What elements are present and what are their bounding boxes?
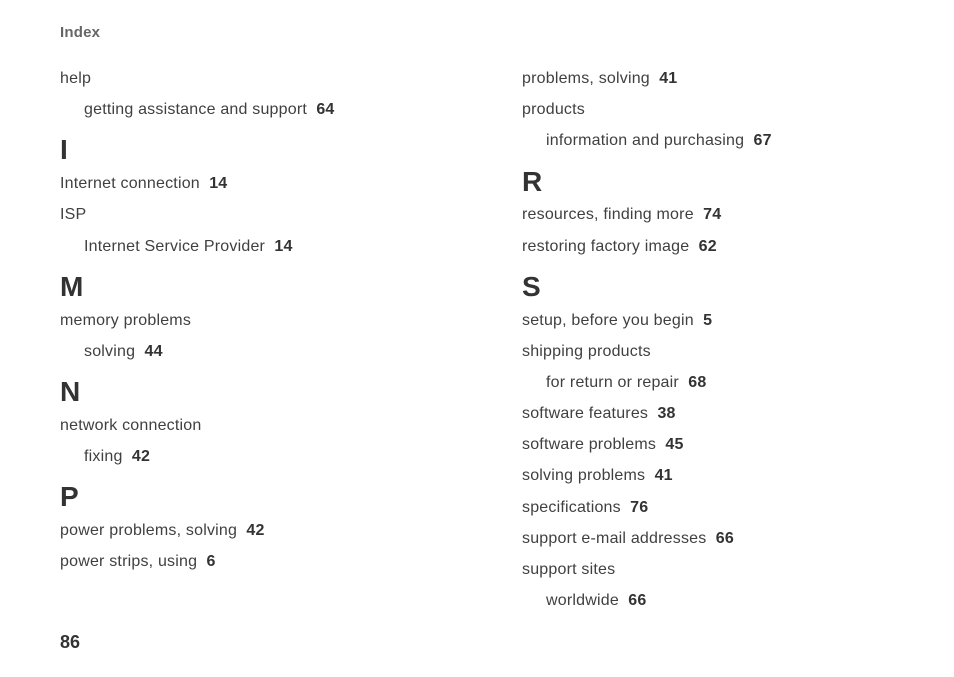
entry-network-connection: network connection <box>60 414 432 437</box>
entry-page: 66 <box>716 530 734 547</box>
entry-support-email: support e-mail addresses 66 <box>522 527 894 550</box>
entry-page: 74 <box>703 206 721 223</box>
entry-page: 68 <box>688 374 706 391</box>
letter-M: M <box>60 272 432 303</box>
entry-label: power strips, using <box>60 553 197 570</box>
entry-label: for return or repair <box>546 374 679 391</box>
entry-memory-sub: solving 44 <box>84 340 432 363</box>
index-columns: help getting assistance and support 64 I… <box>60 67 894 620</box>
entry-software-features: software features 38 <box>522 402 894 425</box>
entry-support-sites: support sites <box>522 558 894 581</box>
entry-page: 41 <box>655 467 673 484</box>
entry-label: support e-mail addresses <box>522 530 706 547</box>
entry-problems-solving: problems, solving 41 <box>522 67 894 90</box>
entry-power-problems: power problems, solving 42 <box>60 519 432 542</box>
left-column: help getting assistance and support 64 I… <box>60 67 432 620</box>
entry-label: worldwide <box>546 592 619 609</box>
entry-setup: setup, before you begin 5 <box>522 309 894 332</box>
entry-help-sub: getting assistance and support 64 <box>84 98 432 121</box>
entry-isp-sub: Internet Service Provider 14 <box>84 235 432 258</box>
entry-shipping: shipping products <box>522 340 894 363</box>
entry-label: software features <box>522 405 648 422</box>
index-page: Index help getting assistance and suppor… <box>0 0 954 677</box>
page-header: Index <box>60 24 894 41</box>
entry-power-strips: power strips, using 6 <box>60 550 432 573</box>
entry-label: products <box>522 101 585 118</box>
entry-page: 42 <box>246 522 264 539</box>
entry-page: 64 <box>316 101 334 118</box>
letter-P: P <box>60 482 432 513</box>
page-number: 86 <box>60 632 80 653</box>
entry-page: 14 <box>274 238 292 255</box>
entry-label: information and purchasing <box>546 132 744 149</box>
entry-label: Internet Service Provider <box>84 238 265 255</box>
entry-label: memory problems <box>60 312 191 329</box>
entry-page: 62 <box>699 238 717 255</box>
entry-help: help <box>60 67 432 90</box>
entry-page: 38 <box>657 405 675 422</box>
letter-I: I <box>60 135 432 166</box>
entry-label: setup, before you begin <box>522 312 694 329</box>
entry-label: getting assistance and support <box>84 101 307 118</box>
entry-internet-connection: Internet connection 14 <box>60 172 432 195</box>
entry-label: software problems <box>522 436 656 453</box>
entry-label: network connection <box>60 417 201 434</box>
entry-products-sub: information and purchasing 67 <box>546 129 894 152</box>
entry-page: 67 <box>754 132 772 149</box>
entry-shipping-sub: for return or repair 68 <box>546 371 894 394</box>
letter-R: R <box>522 167 894 198</box>
entry-label: fixing <box>84 448 123 465</box>
entry-page: 6 <box>207 553 216 570</box>
entry-products: products <box>522 98 894 121</box>
entry-solving-problems: solving problems 41 <box>522 464 894 487</box>
entry-support-sites-sub: worldwide 66 <box>546 589 894 612</box>
entry-page: 41 <box>659 70 677 87</box>
entry-page: 66 <box>628 592 646 609</box>
entry-page: 76 <box>630 499 648 516</box>
entry-label: specifications <box>522 499 621 516</box>
entry-page: 14 <box>209 175 227 192</box>
entry-label: power problems, solving <box>60 522 237 539</box>
entry-label: help <box>60 70 91 87</box>
letter-S: S <box>522 272 894 303</box>
entry-page: 42 <box>132 448 150 465</box>
entry-network-sub: fixing 42 <box>84 445 432 468</box>
entry-page: 45 <box>665 436 683 453</box>
entry-software-problems: software problems 45 <box>522 433 894 456</box>
entry-specifications: specifications 76 <box>522 496 894 519</box>
entry-isp: ISP <box>60 203 432 226</box>
right-column: problems, solving 41 products informatio… <box>522 67 894 620</box>
entry-resources: resources, finding more 74 <box>522 203 894 226</box>
entry-page: 44 <box>145 343 163 360</box>
letter-N: N <box>60 377 432 408</box>
entry-label: solving problems <box>522 467 645 484</box>
entry-restoring: restoring factory image 62 <box>522 235 894 258</box>
entry-label: ISP <box>60 206 86 223</box>
entry-label: restoring factory image <box>522 238 689 255</box>
entry-label: solving <box>84 343 135 360</box>
entry-label: shipping products <box>522 343 651 360</box>
entry-page: 5 <box>703 312 712 329</box>
entry-label: resources, finding more <box>522 206 694 223</box>
entry-label: problems, solving <box>522 70 650 87</box>
entry-label: Internet connection <box>60 175 200 192</box>
entry-label: support sites <box>522 561 615 578</box>
entry-memory-problems: memory problems <box>60 309 432 332</box>
